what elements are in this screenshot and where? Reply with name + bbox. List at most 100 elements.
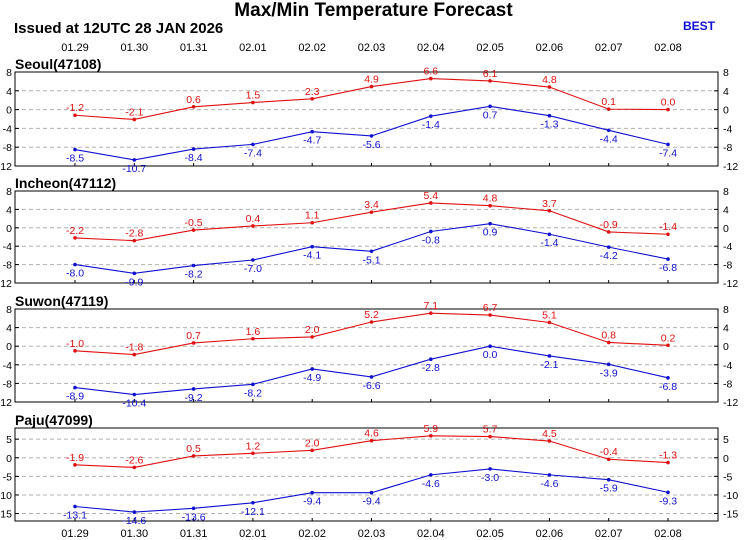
min-temp-label: -2.8 bbox=[422, 362, 440, 374]
max-temp-label: 0.8 bbox=[601, 329, 616, 341]
y-tick-label-right: -4 bbox=[723, 123, 732, 135]
model-label: BEST bbox=[683, 19, 716, 33]
y-tick-label-right: 8 bbox=[723, 304, 729, 316]
min-temp-point bbox=[488, 221, 492, 226]
bottom-date-label: 02.07 bbox=[595, 528, 623, 540]
min-temp-label: -8.4 bbox=[185, 152, 203, 164]
min-temp-point bbox=[666, 257, 670, 261]
max-temp-point bbox=[191, 104, 196, 109]
max-temp-label: 7.1 bbox=[423, 300, 438, 312]
max-temp-point bbox=[191, 341, 196, 345]
min-temp-point bbox=[429, 114, 433, 118]
y-tick-label-left: -12 bbox=[0, 278, 12, 290]
max-temp-label: 6.1 bbox=[483, 68, 498, 80]
y-tick-label-left: 8 bbox=[6, 186, 12, 198]
max-temp-label: -1.0 bbox=[66, 338, 84, 350]
station-panel: Incheon(47112)884400-4-4-8-8-12-12-2.2-2… bbox=[0, 175, 738, 290]
max-temp-label: 2.3 bbox=[305, 86, 320, 98]
min-temp-label: -10.7 bbox=[122, 163, 146, 175]
min-temp-label: -4.1 bbox=[303, 250, 321, 262]
max-temp-point bbox=[191, 228, 196, 232]
min-temp-point bbox=[547, 354, 552, 358]
min-temp-label: -9.4 bbox=[303, 496, 321, 508]
min-temp-point bbox=[73, 147, 77, 152]
max-temp-label: 1.6 bbox=[246, 326, 261, 338]
y-tick-label-left: -15 bbox=[0, 509, 12, 521]
max-temp-label: -1.4 bbox=[659, 221, 677, 233]
top-date-label: 02.08 bbox=[654, 42, 682, 54]
min-temp-point bbox=[132, 158, 137, 162]
bottom-date-label: 01.29 bbox=[61, 528, 89, 540]
max-temp-point bbox=[73, 236, 77, 240]
station-panel: Suwon(47119)884400-4-4-8-8-12-12-1.0-1.8… bbox=[0, 293, 738, 410]
y-tick-label-right: -8 bbox=[723, 378, 732, 390]
max-temp-label: 0.1 bbox=[601, 96, 616, 108]
top-date-label: 02.03 bbox=[358, 42, 386, 54]
y-tick-label-left: -8 bbox=[3, 260, 12, 272]
max-temp-point bbox=[191, 454, 196, 458]
bottom-date-label: 02.03 bbox=[358, 528, 386, 540]
y-tick-label-right: -4 bbox=[723, 360, 732, 372]
max-temp-point bbox=[666, 343, 670, 348]
max-temp-point bbox=[132, 238, 137, 243]
min-temp-point bbox=[251, 142, 255, 147]
min-temp-point bbox=[251, 382, 255, 387]
max-temp-label: -2.8 bbox=[125, 228, 143, 240]
max-temp-point bbox=[429, 434, 433, 438]
max-temp-point bbox=[547, 320, 552, 325]
max-temp-point bbox=[310, 335, 315, 339]
min-temp-label: -8.0 bbox=[66, 268, 84, 280]
y-tick-label-left: 4 bbox=[6, 86, 12, 98]
max-temp-label: 4.8 bbox=[483, 193, 498, 205]
issued-time: Issued at 12UTC 28 JAN 2026 bbox=[14, 20, 224, 37]
max-temp-point bbox=[606, 107, 611, 111]
y-tick-label-left: -4 bbox=[3, 241, 12, 253]
min-temp-point bbox=[132, 510, 137, 514]
min-temp-label: -4.4 bbox=[600, 133, 618, 145]
y-tick-label-right: 0 bbox=[723, 105, 729, 117]
max-temp-point bbox=[73, 463, 77, 467]
min-temp-point bbox=[191, 147, 196, 151]
min-temp-label: -13.1 bbox=[63, 509, 87, 521]
max-temp-point bbox=[369, 210, 374, 214]
min-temp-label: -1.4 bbox=[422, 119, 440, 131]
min-temp-label: -10.4 bbox=[122, 398, 146, 410]
max-temp-label: 1.5 bbox=[246, 90, 261, 102]
max-temp-point bbox=[310, 220, 315, 225]
top-date-label: 02.07 bbox=[595, 42, 623, 54]
y-tick-label-right: 4 bbox=[723, 323, 729, 335]
y-tick-label-right: 8 bbox=[723, 67, 729, 79]
station-title: Incheon(47112) bbox=[15, 175, 116, 191]
max-temp-label: 0.5 bbox=[186, 443, 201, 455]
max-temp-label: 2.0 bbox=[305, 437, 320, 449]
max-temp-point bbox=[429, 76, 433, 81]
y-tick-label-left: -4 bbox=[3, 123, 12, 135]
max-temp-point bbox=[606, 230, 611, 234]
max-temp-label: 5.1 bbox=[542, 309, 557, 321]
min-temp-line bbox=[74, 105, 669, 161]
page-title: Max/Min Temperature Forecast bbox=[234, 0, 513, 21]
max-temp-label: 1.2 bbox=[246, 440, 261, 452]
max-temp-label: 4.9 bbox=[364, 74, 379, 86]
y-tick-label-left: 5 bbox=[6, 434, 12, 446]
bottom-date-label: 02.01 bbox=[239, 528, 267, 540]
min-temp-label: -4.7 bbox=[303, 135, 321, 147]
min-temp-point bbox=[488, 104, 492, 109]
min-temp-point bbox=[369, 134, 374, 138]
y-tick-label-right: -4 bbox=[723, 241, 732, 253]
max-temp-label: 3.4 bbox=[364, 199, 379, 211]
max-temp-label: 6.7 bbox=[483, 302, 498, 314]
min-temp-point bbox=[547, 232, 552, 237]
min-temp-label: 0.7 bbox=[483, 109, 498, 121]
min-temp-point bbox=[488, 344, 492, 349]
y-tick-label-right: 4 bbox=[723, 204, 729, 216]
max-temp-label: 4.6 bbox=[364, 428, 379, 440]
min-temp-point bbox=[606, 245, 611, 249]
y-tick-label-right: -15 bbox=[723, 509, 738, 521]
min-temp-label: -5.1 bbox=[362, 254, 380, 266]
min-temp-point bbox=[666, 490, 670, 495]
max-temp-point bbox=[369, 84, 374, 89]
top-date-label: 02.04 bbox=[417, 42, 445, 54]
max-temp-label: -1.3 bbox=[659, 450, 677, 462]
